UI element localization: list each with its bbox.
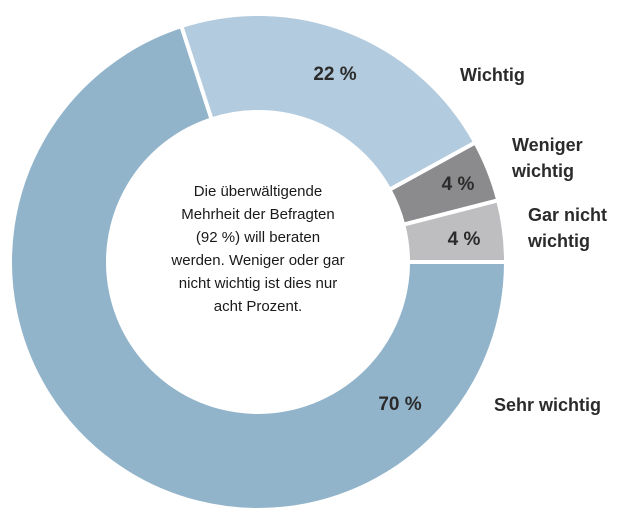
category-label: Gar nicht wichtig xyxy=(528,205,608,251)
donut-slice xyxy=(178,12,479,193)
value-label: 22 % xyxy=(313,64,357,85)
category-label: Weniger wichtig xyxy=(512,135,583,181)
donut-slice xyxy=(8,23,509,510)
value-label: 70 % xyxy=(378,394,422,415)
value-label: 4 % xyxy=(447,229,481,250)
value-label: 4 % xyxy=(441,174,475,195)
category-label: Sehr wichtig xyxy=(494,395,602,415)
category-label: Wichtig xyxy=(460,65,525,85)
donut-slice xyxy=(400,197,509,264)
annotation: Die überwältigende Mehrheit der Befragte… xyxy=(171,183,345,315)
